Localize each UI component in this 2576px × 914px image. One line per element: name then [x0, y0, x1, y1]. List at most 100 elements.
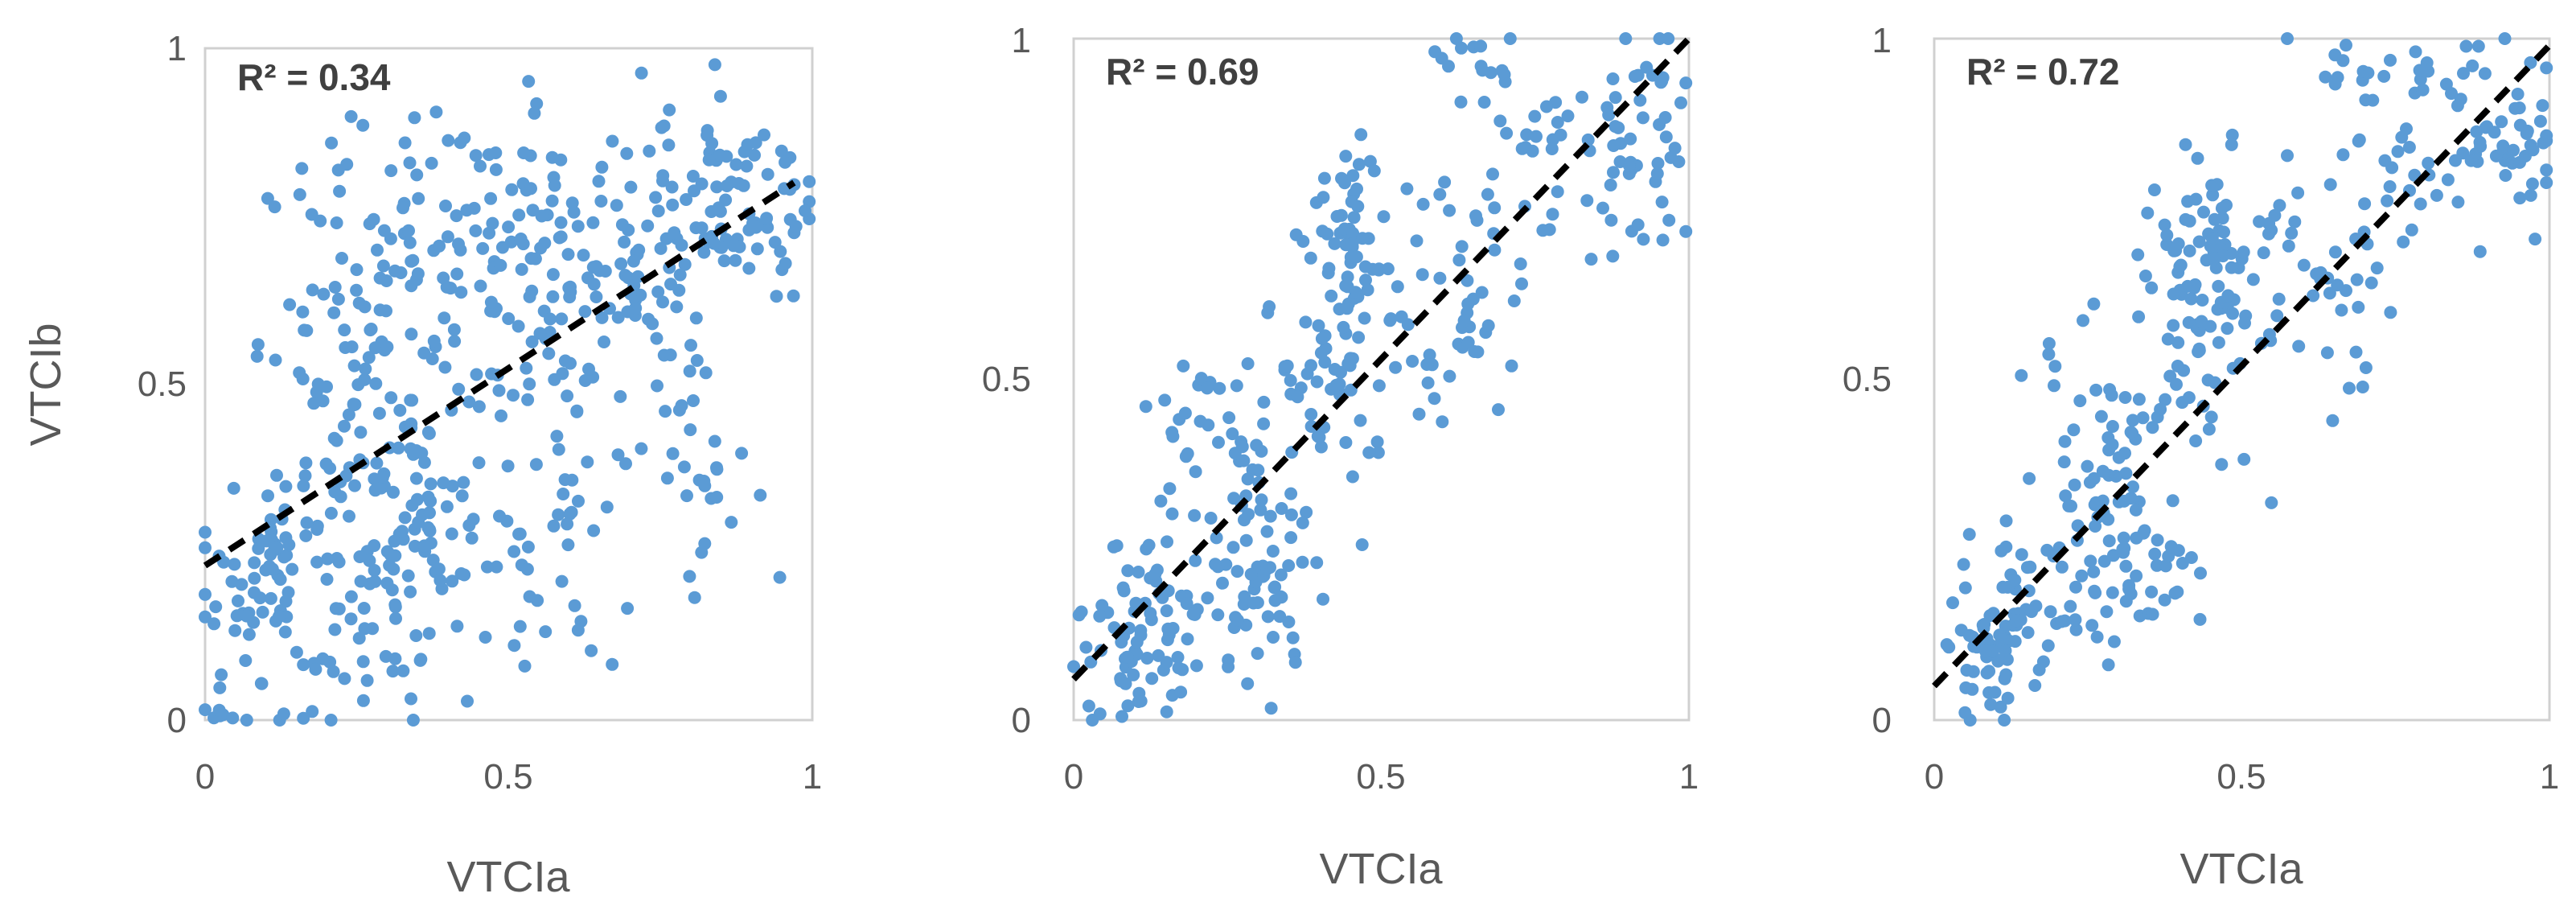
- scatter-point: [248, 556, 261, 570]
- scatter-point: [684, 339, 697, 352]
- scatter-point: [1507, 294, 1521, 307]
- scatter-point: [2055, 615, 2069, 628]
- scatter-point: [2292, 340, 2306, 353]
- scatter-point: [2164, 540, 2178, 554]
- scatter-point: [1216, 576, 1229, 590]
- scatter-point: [1288, 656, 1302, 669]
- scatter-point: [1477, 96, 1491, 109]
- scatter-point: [651, 204, 665, 218]
- scatter-point: [2008, 635, 2022, 648]
- scatter-point: [226, 711, 240, 725]
- scatter-point: [2154, 402, 2167, 416]
- scatter-point: [2094, 410, 2108, 423]
- scatter-point: [421, 426, 435, 439]
- scatter-point: [565, 505, 578, 519]
- scatter-point: [1172, 661, 1185, 675]
- scatter-point: [2291, 186, 2305, 200]
- scatter-point: [1132, 695, 1145, 708]
- x-tick-label: 0.5: [483, 757, 532, 797]
- scatter-point: [2323, 178, 2337, 191]
- scatter-point: [450, 620, 464, 633]
- scatter-point: [1181, 447, 1194, 460]
- scatter-point: [1226, 541, 1240, 554]
- scatter-point: [2457, 67, 2470, 80]
- scatter-point: [413, 653, 427, 667]
- scatter-point: [2524, 56, 2537, 69]
- panel-1: R² = 0.34 1 0.5 0 0 0.5 1 VTCIa VTCIb: [22, 29, 822, 901]
- scatter-point: [656, 295, 669, 309]
- scatter-point: [1999, 514, 2013, 528]
- scatter-point: [1449, 32, 1463, 45]
- scatter-point: [1622, 159, 1636, 172]
- scatter-point: [2107, 635, 2121, 648]
- scatter-point: [1317, 592, 1329, 606]
- scatter-point: [659, 232, 673, 245]
- scatter-point: [2422, 156, 2435, 170]
- scatter-point: [380, 340, 394, 354]
- scatter-point: [610, 199, 623, 212]
- scatter-point: [2262, 327, 2276, 341]
- scatter-point: [2166, 494, 2180, 508]
- scatter-point: [330, 216, 343, 229]
- scatter-point: [347, 359, 361, 373]
- scatter-point: [586, 261, 600, 274]
- scatter-point: [384, 164, 398, 178]
- scatter-point: [1372, 379, 1386, 393]
- scatter-point: [1284, 508, 1298, 521]
- scatter-point: [1999, 644, 2012, 657]
- scatter-point: [297, 479, 310, 492]
- scatter-point: [1204, 512, 1218, 525]
- scatter-point: [494, 258, 507, 272]
- scatter-point: [1401, 318, 1415, 331]
- scatter-point: [502, 220, 516, 234]
- scatter-point: [544, 312, 557, 326]
- scatter-point: [2215, 201, 2229, 215]
- scatter-point: [342, 408, 355, 422]
- scatter-point: [680, 489, 693, 503]
- scatter-point: [1328, 237, 1341, 250]
- scatter-point: [2466, 59, 2479, 72]
- scatter-point: [2349, 345, 2363, 359]
- scatter-point: [264, 591, 277, 605]
- scatter-point: [708, 434, 721, 448]
- scatter-point: [754, 488, 767, 502]
- scatter-point: [581, 271, 594, 285]
- scatter-point: [2146, 421, 2159, 434]
- scatter-point: [2073, 394, 2087, 408]
- scatter-point: [614, 257, 628, 270]
- scatter-point: [388, 549, 402, 562]
- scatter-point: [1486, 167, 1499, 181]
- scatter-point: [492, 384, 506, 397]
- scatter-point: [2090, 630, 2104, 644]
- scatter-point: [2118, 391, 2132, 404]
- scatter-point: [228, 624, 242, 637]
- scatter-point: [424, 477, 438, 491]
- scatter-point: [2212, 279, 2225, 293]
- scatter-point: [563, 290, 577, 304]
- scatter-point: [673, 268, 687, 282]
- scatter-point: [710, 491, 724, 504]
- scatter-point: [699, 366, 713, 380]
- scatter-point: [1145, 672, 1159, 686]
- scatter-point: [1238, 513, 1251, 527]
- scatter-point: [1659, 130, 1673, 144]
- scatter-point: [1284, 373, 1297, 387]
- scatter-point: [2540, 134, 2553, 147]
- scatter-point: [2182, 315, 2196, 329]
- scatter-point: [522, 75, 536, 89]
- plot-frame: [203, 47, 814, 722]
- x-axis-label: VTCIa: [1319, 845, 1443, 893]
- y-axis-label: VTCIb: [22, 323, 70, 446]
- scatter-point: [1420, 358, 1434, 371]
- scatter-point: [2328, 77, 2342, 91]
- scatter-point: [1230, 613, 1244, 627]
- scatter-point: [2105, 389, 2118, 402]
- scatter-point: [1545, 142, 1559, 155]
- scatter-point: [2384, 306, 2397, 319]
- scatter-point: [1300, 505, 1313, 519]
- scatter-point: [1329, 378, 1343, 392]
- scatter-point: [663, 103, 676, 117]
- scatter-point: [2409, 45, 2422, 59]
- scatter-point: [368, 574, 382, 588]
- scatter-point: [789, 220, 803, 233]
